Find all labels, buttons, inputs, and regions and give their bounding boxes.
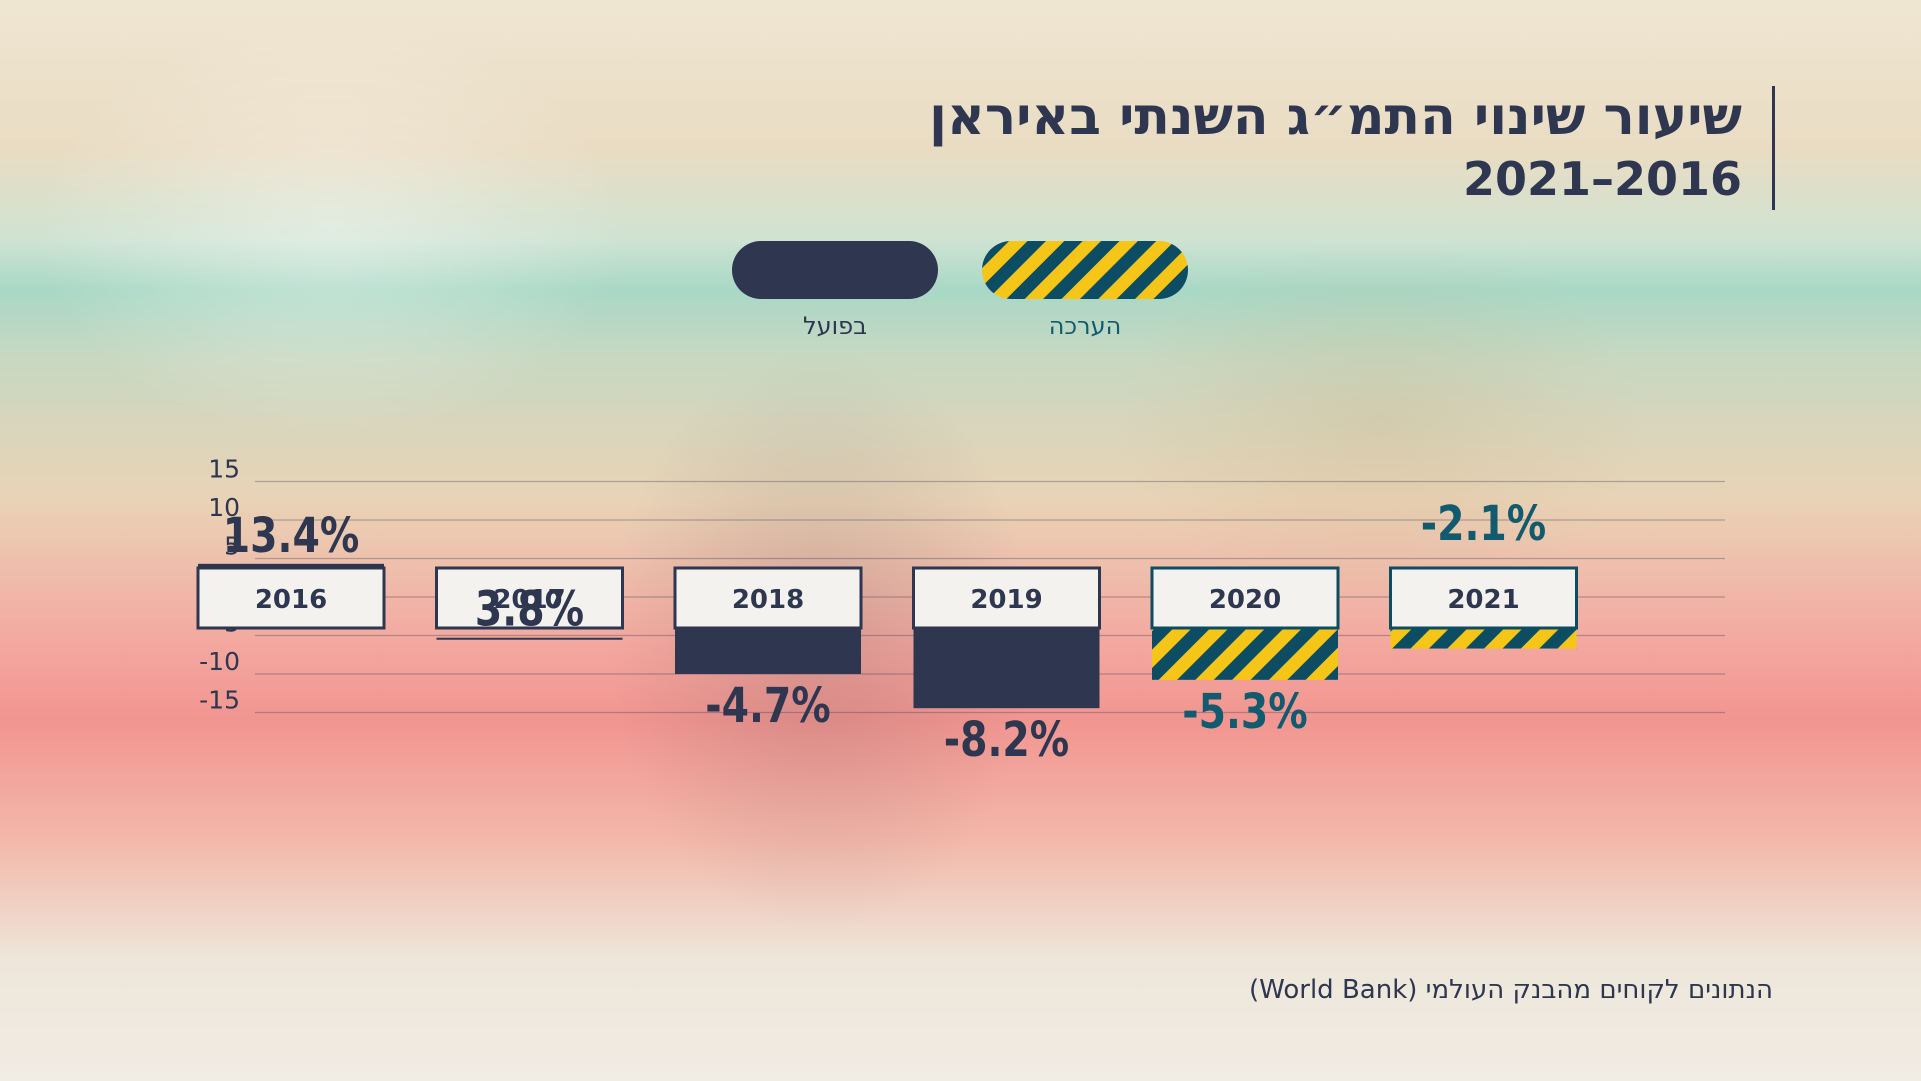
year-box-2020 — [1150, 566, 1340, 630]
bar-2020 — [1152, 628, 1338, 680]
y-tick-label: 10 — [208, 493, 240, 522]
value-label: -8.2% — [944, 712, 1069, 768]
x-tick-label: 2016 — [255, 585, 327, 615]
bar-2019 — [913, 628, 1100, 709]
legend-swatch-actual — [732, 241, 938, 299]
chart-subtitle: 2021–2016 — [1462, 152, 1742, 206]
x-axis-year-labels: 2016 2017 2018 2019 2020 2021 — [196, 566, 1578, 630]
legend-label-actual: בפועל — [803, 312, 867, 340]
x-tick-label: 2021 — [1447, 585, 1519, 615]
year-box-2019 — [912, 566, 1101, 630]
grid-lines — [255, 480, 1725, 714]
y-tick-label: 5 — [224, 532, 240, 561]
chart-title: שיעור שינוי התמ״ג השנתי באיראן — [929, 87, 1742, 147]
value-label: -5.3% — [1182, 684, 1307, 740]
value-labels: 13.4% 3.8% -4.7% -8.2% -5.3% -2.1% — [223, 496, 1546, 768]
year-box-2021 — [1389, 566, 1578, 630]
x-tick-label: 2020 — [1209, 585, 1281, 615]
value-label: 13.4% — [223, 508, 359, 564]
year-box-2017 — [435, 566, 624, 630]
source-note: הנתונים לקוחים מהבנק העולמי (World Bank) — [1249, 975, 1773, 1005]
title-block: שיעור שינוי התמ״ג השנתי באיראן 2021–2016 — [929, 86, 1775, 210]
value-label: -2.1% — [1421, 496, 1546, 552]
x-tick-label: 2017 — [493, 585, 565, 615]
bar-2021 — [1390, 628, 1577, 649]
value-label: 3.8% — [475, 582, 584, 638]
y-tick-label: 15 — [208, 455, 240, 484]
y-tick-label: -15 — [199, 686, 240, 715]
bar-2017 — [436, 637, 623, 640]
year-box-2018 — [673, 566, 863, 630]
legend-label-estimate: הערכה — [1049, 312, 1122, 340]
bar-2018 — [675, 628, 861, 674]
x-tick-label: 2018 — [732, 585, 804, 615]
y-tick-label: -10 — [199, 647, 240, 676]
value-label: -4.7% — [705, 678, 830, 734]
legend: בפועל הערכה — [732, 241, 1188, 340]
x-tick-label: 2019 — [970, 585, 1042, 615]
legend-swatch-estimate — [982, 241, 1188, 299]
year-box-2016 — [196, 566, 386, 630]
